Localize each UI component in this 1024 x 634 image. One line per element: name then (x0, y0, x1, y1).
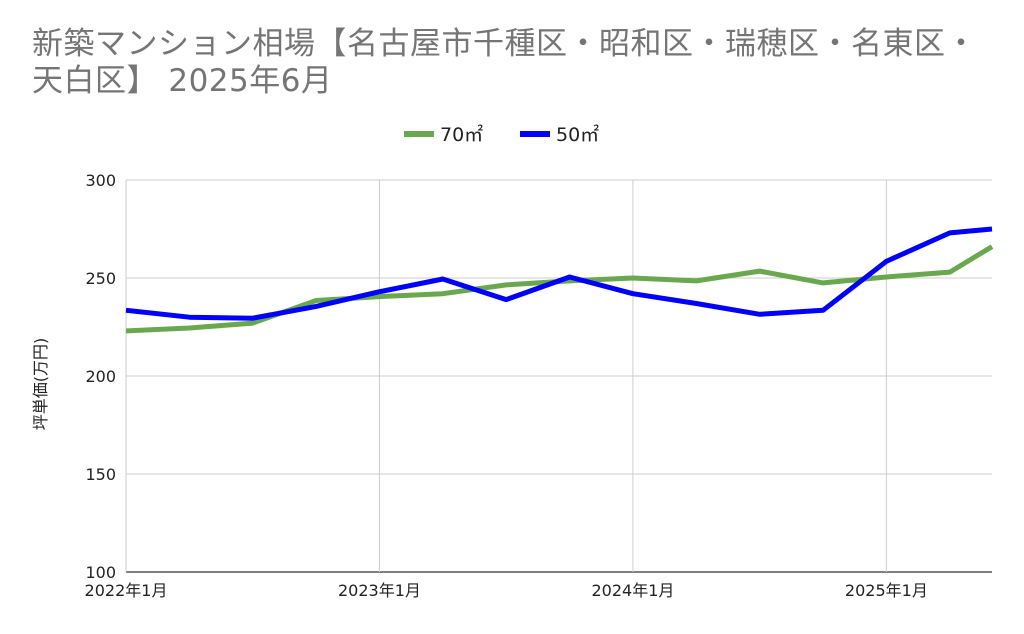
y-axis-title: 坪単価(万円) (31, 338, 50, 431)
y-axis-ticks: 100 150 200 250 300 (85, 171, 116, 582)
y-tick-label: 200 (85, 367, 116, 386)
grid-lines (125, 179, 992, 573)
series-lines (125, 226, 994, 334)
legend-label-1: 70㎡ (440, 123, 483, 146)
y-tick-label: 250 (85, 269, 116, 288)
x-tick-label: 2023年1月 (338, 581, 421, 600)
legend: 70㎡ 50㎡ (404, 123, 599, 146)
chart-title: 新築マンション相場【名古屋市千種区・昭和区・瑞穂区・名東区・天白区】 2025年… (32, 26, 977, 99)
y-tick-label: 100 (85, 563, 116, 582)
y-tick-label: 300 (85, 171, 116, 190)
series-line-2 (125, 226, 993, 321)
x-tick-label: 2024年1月 (591, 581, 674, 600)
legend-label-2: 50㎡ (556, 123, 599, 146)
y-tick-label: 150 (85, 465, 116, 484)
x-tick-label: 2025年1月 (845, 581, 928, 600)
x-tick-label: 2022年1月 (85, 581, 168, 600)
x-axis-ticks: 2022年1月 2023年1月 2024年1月 2025年1月 (85, 581, 928, 600)
